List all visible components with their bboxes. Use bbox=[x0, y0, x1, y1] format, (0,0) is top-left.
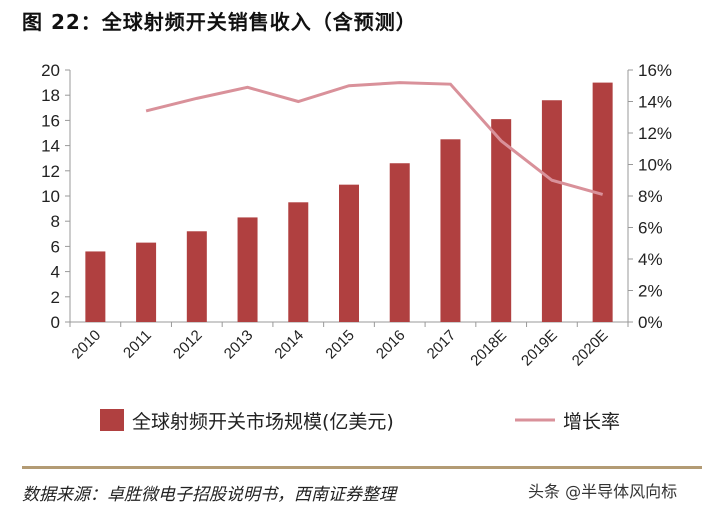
x-tick-label: 2019E bbox=[518, 327, 561, 370]
bar bbox=[237, 217, 258, 322]
left-tick-label: 2 bbox=[51, 288, 60, 307]
x-tick-label: 2011 bbox=[120, 327, 155, 362]
x-tick-label: 2015 bbox=[322, 327, 358, 363]
bar bbox=[491, 119, 512, 322]
right-tick-label: 14% bbox=[638, 93, 672, 112]
growth-line bbox=[145, 81, 604, 196]
divider bbox=[22, 466, 702, 469]
bar bbox=[592, 82, 613, 322]
bar bbox=[541, 100, 562, 323]
watermark: 头条 @半导体风向标 bbox=[528, 482, 678, 501]
figure-title: 图 22：全球射频开关销售收入（含预测） bbox=[22, 10, 417, 34]
left-tick-label: 0 bbox=[51, 313, 60, 332]
bar bbox=[288, 202, 309, 322]
bar bbox=[339, 184, 359, 322]
left-tick-label: 12 bbox=[41, 162, 60, 181]
bar bbox=[136, 242, 157, 322]
right-tick-label: 6% bbox=[638, 219, 663, 238]
left-tick-label: 16 bbox=[41, 111, 60, 130]
left-tick-label: 10 bbox=[41, 187, 60, 206]
x-tick-label: 2013 bbox=[221, 327, 257, 363]
x-tick-label: 2017 bbox=[424, 327, 460, 363]
right-tick-label: 12% bbox=[638, 124, 672, 143]
right-tick-label: 4% bbox=[638, 250, 663, 269]
bar bbox=[85, 251, 106, 322]
source-note: 数据来源：卓胜微电子招股说明书，西南证券整理 bbox=[22, 485, 396, 505]
left-tick-label: 4 bbox=[51, 263, 60, 282]
right-tick-label: 2% bbox=[638, 282, 663, 301]
left-tick-label: 14 bbox=[41, 137, 60, 156]
x-tick-label: 2012 bbox=[170, 327, 206, 363]
right-tick-label: 16% bbox=[638, 61, 672, 80]
left-tick-label: 8 bbox=[51, 212, 60, 231]
chart: 0 2 4 6 8 10 12 14 16 18 20 0% 2% 4% 6% 8% 10% 12% 14% 16% 2… bbox=[41, 61, 672, 433]
legend-bar-label: 全球射频开关市场规模(亿美元) bbox=[132, 411, 394, 433]
x-tick-label: 2010 bbox=[69, 327, 105, 363]
x-tick-label: 2020E bbox=[569, 327, 612, 370]
left-tick-label: 18 bbox=[41, 86, 60, 105]
right-tick-label: 10% bbox=[638, 156, 672, 175]
x-tick-label: 2014 bbox=[271, 327, 307, 363]
legend-bar-swatch bbox=[100, 409, 124, 431]
left-tick-label: 20 bbox=[41, 61, 60, 80]
bar bbox=[186, 231, 207, 322]
left-tick-label: 6 bbox=[51, 237, 60, 256]
bar bbox=[389, 163, 410, 322]
x-tick-label: 2016 bbox=[373, 327, 409, 363]
right-tick-label: 0% bbox=[638, 313, 663, 332]
x-tick-label: 2018E bbox=[467, 327, 510, 370]
legend-line-label: 增长率 bbox=[563, 411, 620, 433]
bar bbox=[440, 139, 461, 322]
right-tick-label: 8% bbox=[638, 187, 663, 206]
